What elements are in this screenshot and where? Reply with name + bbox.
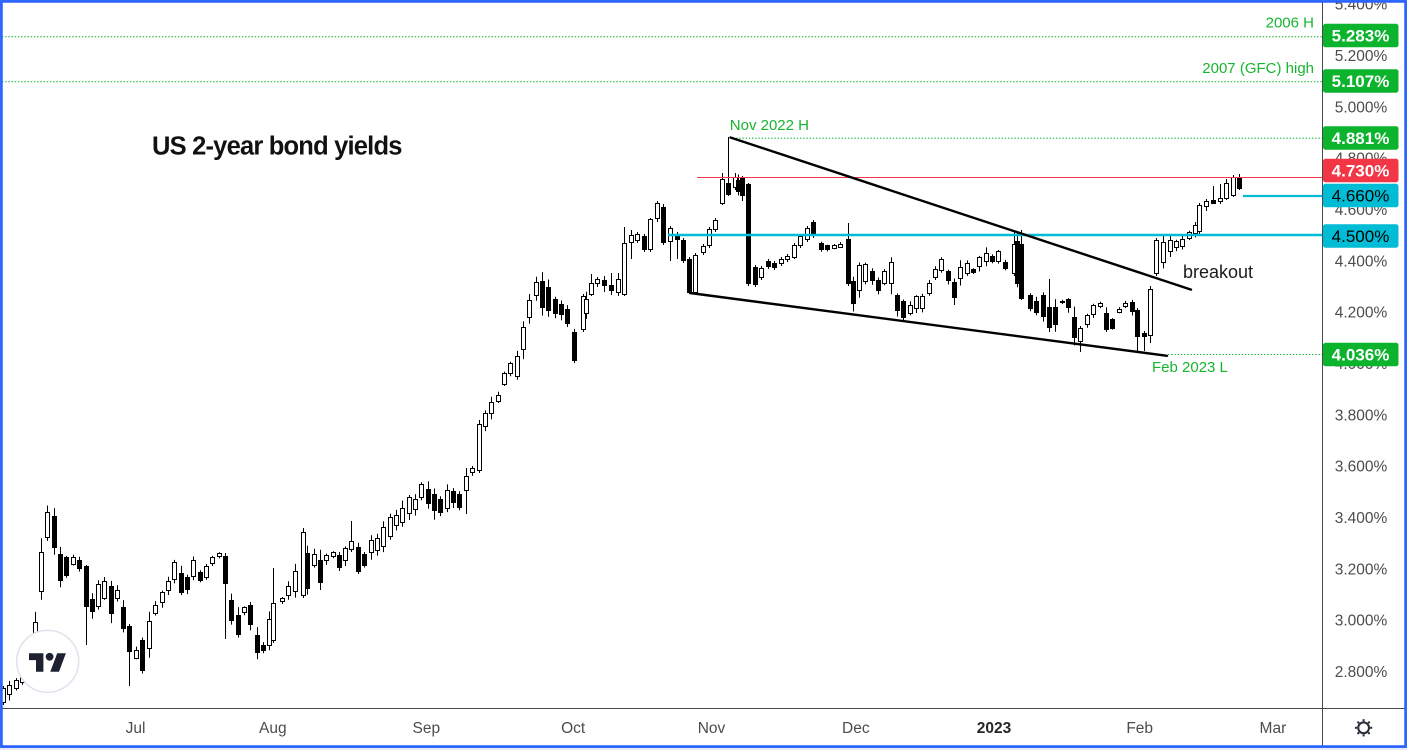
svg-text:3.200%: 3.200% <box>1335 561 1388 578</box>
svg-text:US 2-year bond yields: US 2-year bond yields <box>152 133 402 161</box>
svg-text:Nov: Nov <box>698 720 726 737</box>
svg-text:3.400%: 3.400% <box>1335 510 1388 527</box>
svg-text:Jul: Jul <box>126 720 146 737</box>
svg-text:Sep: Sep <box>413 720 441 737</box>
svg-text:4.500%: 4.500% <box>1332 227 1390 246</box>
svg-text:3.000%: 3.000% <box>1335 613 1388 630</box>
svg-text:4.730%: 4.730% <box>1332 162 1390 181</box>
svg-text:Feb: Feb <box>1126 720 1153 737</box>
svg-text:2006 H: 2006 H <box>1266 15 1314 32</box>
svg-text:4.200%: 4.200% <box>1335 305 1388 322</box>
svg-text:Nov 2022 H: Nov 2022 H <box>730 117 809 134</box>
svg-text:Dec: Dec <box>842 720 870 737</box>
svg-text:5.000%: 5.000% <box>1335 99 1388 116</box>
svg-text:5.283%: 5.283% <box>1332 27 1390 46</box>
svg-text:2.800%: 2.800% <box>1335 664 1388 681</box>
svg-text:4.036%: 4.036% <box>1332 346 1390 365</box>
svg-text:4.660%: 4.660% <box>1332 187 1390 206</box>
svg-text:Oct: Oct <box>561 720 586 737</box>
svg-text:3.600%: 3.600% <box>1335 459 1388 476</box>
svg-text:Mar: Mar <box>1260 720 1287 737</box>
svg-text:4.400%: 4.400% <box>1335 253 1388 270</box>
svg-text:Aug: Aug <box>259 720 287 737</box>
svg-text:5.400%: 5.400% <box>1335 0 1388 14</box>
svg-text:Feb 2023 L: Feb 2023 L <box>1152 359 1228 376</box>
svg-text:5.107%: 5.107% <box>1332 72 1390 91</box>
svg-text:4.881%: 4.881% <box>1332 129 1390 148</box>
svg-text:2023: 2023 <box>977 720 1012 737</box>
svg-text:5.200%: 5.200% <box>1335 48 1388 65</box>
svg-text:3.800%: 3.800% <box>1335 407 1388 424</box>
svg-text:breakout: breakout <box>1183 262 1253 282</box>
svg-text:2007 (GFC) high: 2007 (GFC) high <box>1202 60 1314 77</box>
